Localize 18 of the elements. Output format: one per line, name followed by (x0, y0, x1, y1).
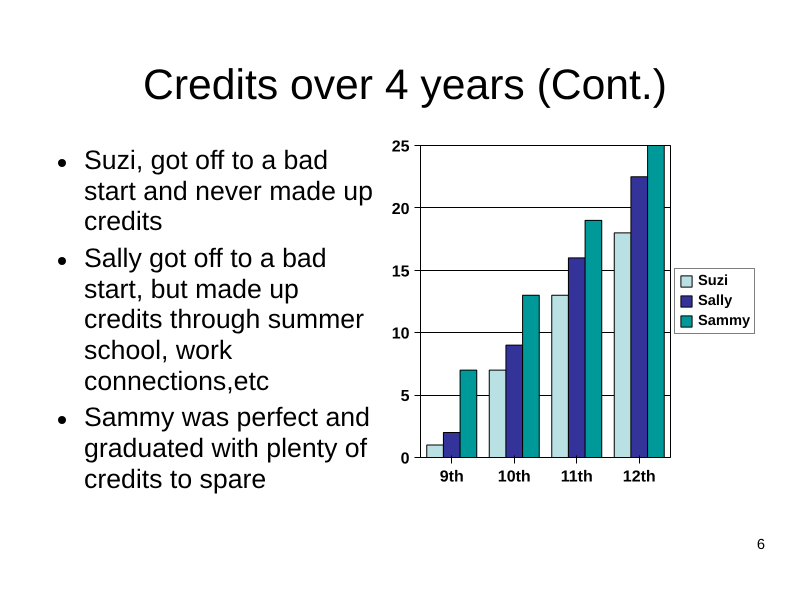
y-tick-label: 20 (392, 200, 410, 218)
legend-label: Suzi (698, 273, 728, 289)
x-tick-label: 9th (440, 468, 464, 486)
legend-label: Sammy (698, 313, 750, 329)
y-tick-label: 25 (392, 138, 410, 156)
text: Suzi, got off to a bad start and never made up credits (84, 145, 374, 238)
chart-title: Credits over 4 years (Cont.) (143, 60, 667, 111)
y-tick-label: 10 (392, 326, 410, 343)
x-tick-label: 11th (560, 468, 593, 486)
y-tick-label: 15 (392, 263, 410, 280)
y-tick-label: 0 (400, 450, 410, 468)
x-tick-label: 12th (622, 468, 656, 486)
text: Sally got off to a bad start, but made up credits through summer school, work connections,etc (84, 243, 365, 396)
text: 6 (756, 536, 765, 555)
legend-label: Sally (698, 293, 732, 309)
x-tick-label: 10th (498, 468, 531, 486)
text: Sammy was perfect and graduated with plenty of credits to spare (84, 402, 371, 494)
y-tick-label: 5 (400, 388, 410, 406)
